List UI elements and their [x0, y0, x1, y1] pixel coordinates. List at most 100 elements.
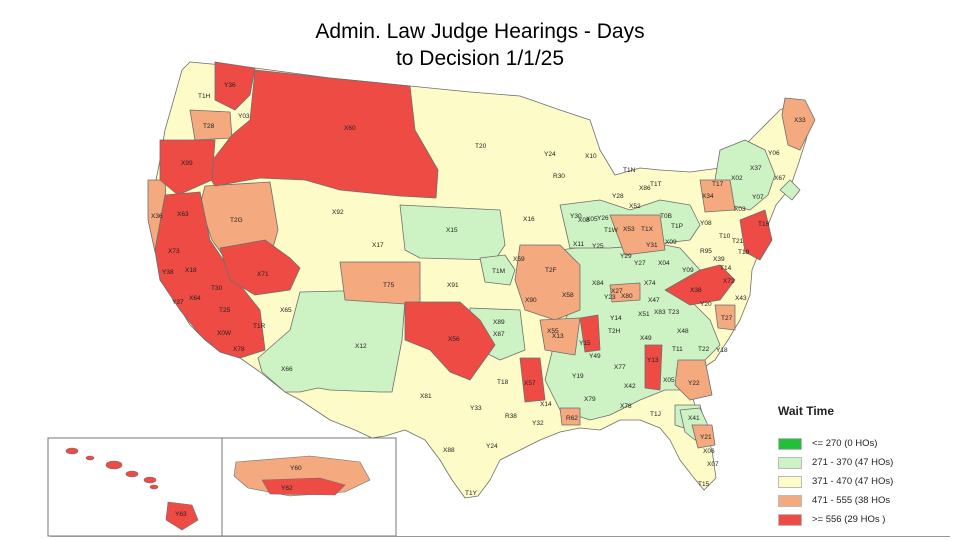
region-x12-x66[interactable] — [257, 289, 406, 393]
region-x57[interactable] — [519, 357, 546, 403]
label-X43: X43 — [735, 295, 747, 302]
label-T27: T27 — [721, 315, 733, 322]
label-X27: X27 — [611, 288, 623, 295]
label-X58: X58 — [562, 292, 574, 299]
label-Y15: Y15 — [579, 340, 591, 347]
region-x38-x72[interactable] — [664, 264, 736, 306]
label-X78b: X78 — [620, 403, 632, 410]
label-Y20: Y20 — [700, 301, 712, 308]
legend-swatch-371-470 — [778, 475, 802, 488]
label-X89: X89 — [493, 319, 505, 326]
region-r62[interactable] — [559, 407, 581, 426]
region-x56[interactable] — [404, 301, 496, 381]
label-X11: X11 — [573, 241, 584, 248]
label-X10: X10 — [585, 153, 597, 160]
region-y36[interactable] — [214, 61, 256, 111]
region-x13[interactable] — [539, 317, 581, 356]
label-Y28: Y28 — [612, 193, 624, 200]
region-y13[interactable] — [644, 344, 663, 391]
label-T23: T23 — [668, 309, 680, 316]
label-Y22: Y22 — [688, 380, 700, 387]
label-Y27: Y27 — [634, 260, 646, 267]
region-t75[interactable] — [339, 261, 421, 306]
label-T11: T11 — [672, 346, 683, 353]
label-T1M: T1M — [492, 268, 505, 275]
region-x33-border[interactable] — [779, 179, 801, 201]
label-X65: X65 — [280, 307, 292, 314]
label-T17: T17 — [712, 181, 724, 188]
legend-swatch-471-555 — [778, 494, 802, 507]
map-title-line-2: to Decision 1/1/25 — [395, 47, 565, 70]
region-california-red[interactable] — [154, 191, 266, 359]
label-X87: X87 — [493, 331, 505, 338]
label-R62: R62 — [566, 415, 578, 422]
region-y22[interactable] — [674, 359, 713, 401]
label-T16: T16 — [758, 221, 770, 228]
label-Y21: Y21 — [700, 434, 712, 441]
puerto-rico-red[interactable] — [261, 477, 346, 496]
label-Y62: Y62 — [281, 485, 293, 492]
label-Y07: Y07 — [752, 194, 764, 201]
label-X51: X51 — [638, 311, 650, 318]
region-ohio-salmon[interactable] — [609, 214, 666, 256]
region-x71[interactable] — [219, 239, 301, 296]
legend-item-371-470: 371 - 470 (47 HOs) — [778, 472, 948, 491]
map-title: Admin. Law Judge Hearings - Days to Deci… — [240, 18, 720, 72]
region-x60[interactable] — [204, 69, 439, 199]
label-X84: X84 — [592, 280, 604, 287]
legend-item-271-370: 271 - 370 (47 HOs) — [778, 453, 948, 472]
label-Y29: Y29 — [620, 253, 632, 260]
label-X08: X08 — [578, 217, 590, 224]
label-R38: R38 — [505, 413, 517, 420]
label-T1N: T1N — [623, 167, 636, 174]
legend-item-ge-556: >= 556 (29 HOs ) — [778, 510, 948, 529]
label-T19: T19 — [738, 249, 750, 256]
legend-label-le-270: <= 270 (0 HOs) — [812, 438, 878, 449]
label-X57: X57 — [524, 380, 536, 387]
region-t27[interactable] — [714, 304, 736, 331]
label-X63: X63 — [177, 211, 189, 218]
label-X79: X79 — [584, 396, 596, 403]
label-Y13: Y13 — [647, 357, 659, 364]
label-T10: T10 — [719, 233, 731, 240]
region-t2f-x58-x90[interactable] — [514, 244, 581, 321]
label-X07: X07 — [707, 461, 719, 468]
label-T2H: T2H — [608, 328, 621, 335]
region-y21[interactable] — [691, 424, 716, 449]
label-X03: X03 — [734, 206, 746, 213]
label-X41: X41 — [688, 415, 700, 422]
label-T1R: T1R — [253, 323, 266, 330]
region-x27[interactable] — [609, 282, 641, 303]
legend-label-371-470: 371 - 470 (47 HOs) — [812, 476, 894, 487]
label-X92: X92 — [332, 209, 344, 216]
label-Y33: Y33 — [470, 405, 482, 412]
label-X17: X17 — [372, 242, 384, 249]
label-T14: T14 — [720, 265, 732, 272]
label-T25: T25 — [219, 307, 231, 314]
legend-swatch-ge-556 — [778, 513, 802, 526]
label-X74: X74 — [644, 280, 656, 287]
label-Y26: Y26 — [597, 215, 609, 222]
label-X0W: X0W — [217, 330, 232, 337]
label-X47: X47 — [648, 297, 660, 304]
label-Y32: Y32 — [532, 420, 544, 427]
region-t1m[interactable] — [479, 254, 516, 286]
label-X71: X71 — [257, 271, 269, 278]
region-x33[interactable] — [781, 97, 816, 151]
region-oregon-red[interactable] — [159, 139, 216, 196]
region-x34[interactable] — [699, 179, 736, 213]
label-X55: X55 — [547, 328, 559, 335]
label-X59: X59 — [513, 256, 525, 263]
region-mid-atlantic-red[interactable] — [739, 209, 773, 261]
hawaii-islands[interactable] — [65, 447, 199, 531]
label-X78: X78 — [233, 346, 245, 353]
label-X80: X80 — [621, 293, 633, 300]
label-X67: X67 — [774, 175, 786, 182]
label-T22: T22 — [698, 346, 710, 353]
bottom-rule — [50, 536, 950, 537]
label-Y08: Y08 — [700, 220, 712, 227]
label-X34: X34 — [702, 193, 714, 200]
region-y15[interactable] — [579, 314, 601, 353]
label-X90: X90 — [525, 297, 537, 304]
